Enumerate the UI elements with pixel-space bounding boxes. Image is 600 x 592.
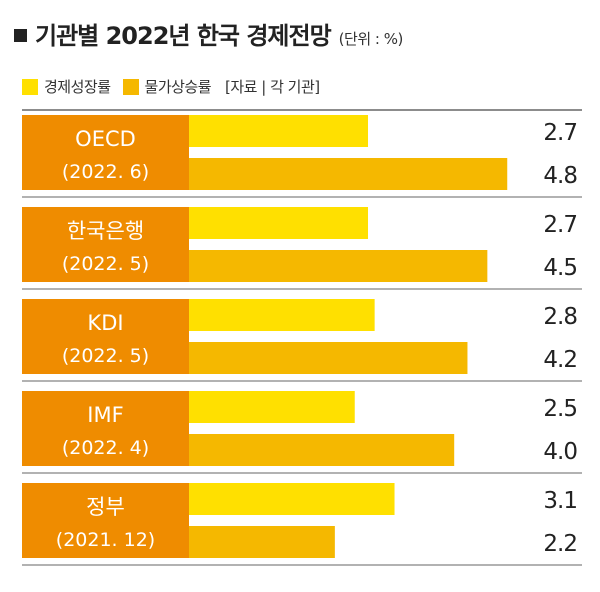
bar-inflation — [189, 158, 508, 190]
org-date: (2021. 12) — [56, 529, 155, 551]
source-note: [자료 | 각 기관] — [225, 78, 320, 96]
legend-label-inflation: 물가상승률 — [144, 78, 212, 96]
value-label: 4.2 — [543, 347, 577, 373]
org-label-box — [22, 299, 189, 374]
legend: 경제성장률 물가상승률 [자료 | 각 기관] — [22, 76, 320, 97]
org-label-box — [22, 115, 189, 190]
org-label-box — [22, 391, 189, 466]
title-text: 기관별 2022년 한국 경제전망 — [35, 22, 332, 50]
org-name: IMF — [87, 403, 123, 427]
org-label-box — [22, 207, 189, 282]
value-label: 2.5 — [543, 396, 577, 422]
chart-title: 기관별 2022년 한국 경제전망 (단위 : %) — [14, 16, 403, 51]
org-name: KDI — [87, 311, 123, 335]
legend-item-inflation: 물가상승률 — [122, 76, 212, 97]
org-date: (2022. 5) — [62, 253, 149, 275]
org-date: (2022. 4) — [62, 437, 149, 459]
value-label: 4.0 — [543, 439, 577, 465]
value-label: 2.7 — [543, 120, 577, 146]
org-date: (2022. 6) — [62, 161, 149, 183]
org-name: 한국은행 — [67, 219, 144, 243]
value-label: 2.7 — [543, 212, 577, 238]
bar-growth — [189, 115, 369, 147]
value-label: 4.8 — [543, 163, 577, 189]
bar-growth — [189, 299, 375, 331]
legend-label-growth: 경제성장률 — [44, 78, 111, 96]
org-label-box — [22, 483, 189, 558]
value-label: 2.2 — [543, 531, 577, 557]
org-name: 정부 — [86, 495, 125, 519]
unit-label: (단위 : %) — [338, 30, 404, 48]
org-date: (2022. 5) — [62, 345, 149, 367]
org-name: OECD — [75, 127, 136, 151]
value-label: 2.8 — [543, 304, 577, 330]
bar-inflation — [189, 434, 455, 466]
bar-growth — [189, 483, 395, 515]
bar-growth — [189, 391, 355, 423]
legend-item-growth: 경제성장률 — [22, 76, 111, 97]
value-label: 4.5 — [543, 255, 577, 281]
bar-inflation — [189, 526, 335, 558]
legend-swatch-growth — [22, 78, 38, 95]
bar-inflation — [189, 342, 468, 374]
value-label: 3.1 — [543, 488, 577, 514]
title-square-icon — [14, 29, 27, 42]
bar-inflation — [189, 250, 488, 282]
legend-swatch-inflation — [122, 78, 139, 95]
bar-growth — [189, 207, 369, 239]
